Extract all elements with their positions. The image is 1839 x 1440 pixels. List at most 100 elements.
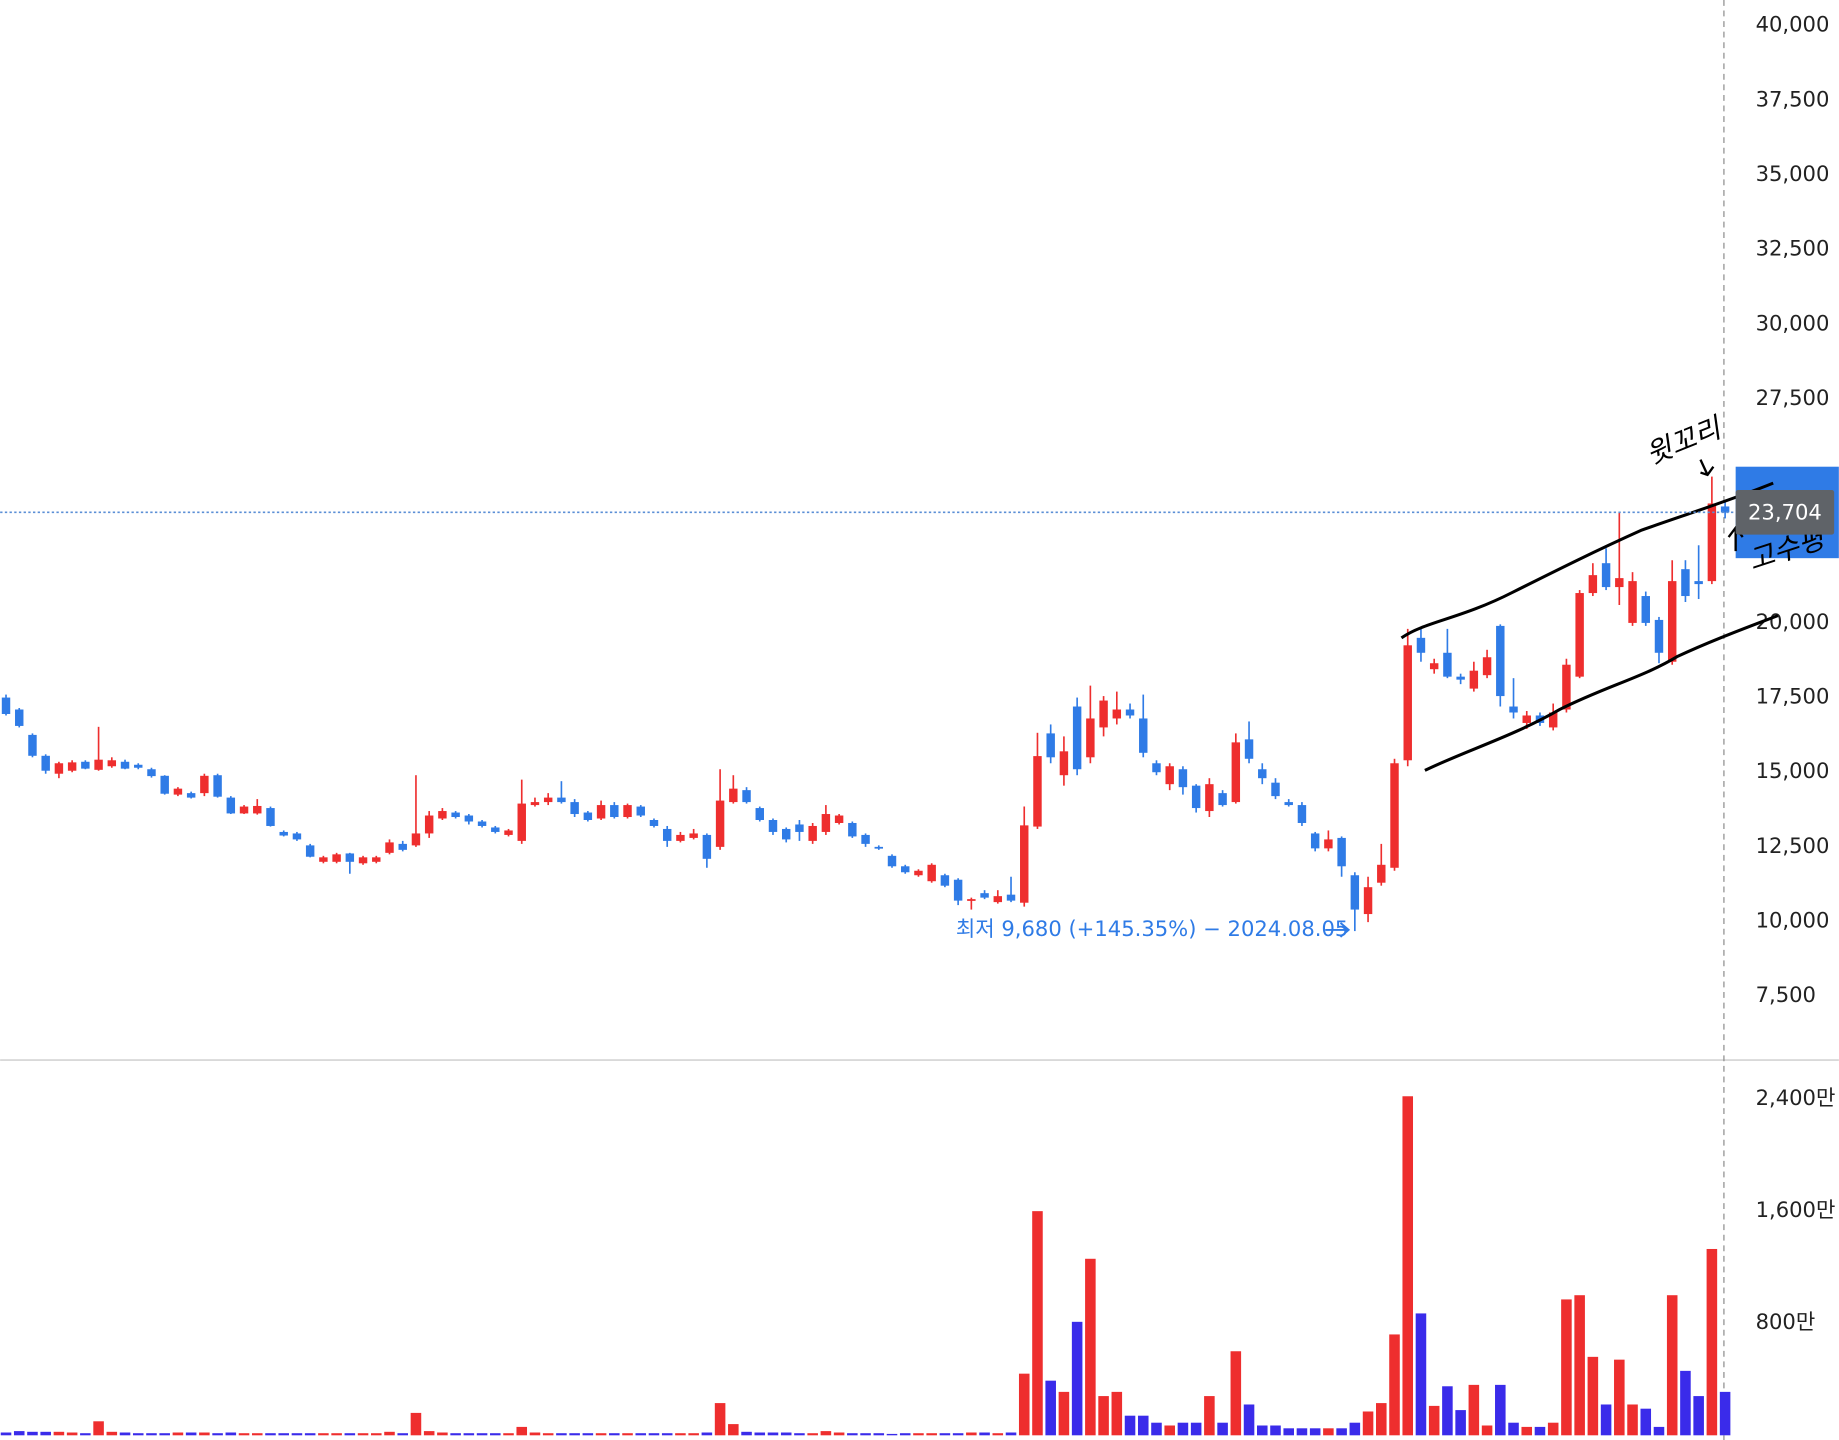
volume-bar: [278, 1433, 289, 1436]
candle-body: [226, 797, 236, 814]
candle-body: [1403, 645, 1412, 761]
volume-bar: [318, 1433, 329, 1436]
volume-tick-label: 800만: [1756, 1309, 1816, 1334]
volume-bar: [1455, 1410, 1466, 1436]
candle-body: [173, 788, 183, 795]
candle-body: [398, 843, 407, 850]
candle-body: [319, 857, 328, 862]
volume-bar: [1693, 1396, 1704, 1436]
y-tick-label: 40,000: [1756, 12, 1830, 37]
volume-bar: [1018, 1373, 1030, 1436]
candle-body: [742, 790, 751, 803]
candle-body: [1244, 739, 1254, 759]
volume-bar: [1032, 1211, 1043, 1436]
volume-bar: [807, 1433, 818, 1436]
volume-bar: [992, 1433, 1004, 1436]
volume-bar: [1534, 1426, 1546, 1436]
volume-bar: [13, 1431, 25, 1436]
volume-bar: [159, 1433, 170, 1436]
channel-upper: [1400, 481, 1774, 640]
volume-bar: [873, 1433, 885, 1436]
candle-body: [1654, 619, 1664, 653]
volume-bar: [344, 1433, 356, 1436]
candle-body: [1191, 785, 1201, 809]
volume-bar: [1283, 1428, 1294, 1436]
candle-body: [1165, 766, 1174, 785]
candle-body: [1086, 718, 1095, 758]
volume-bar: [1085, 1258, 1096, 1436]
candle-body: [239, 806, 249, 814]
candle-body: [583, 812, 593, 820]
candle-body: [993, 896, 1003, 903]
candle-body: [1443, 652, 1452, 677]
volume-bar: [1177, 1422, 1189, 1436]
volume-bar: [463, 1433, 475, 1436]
candle-body: [623, 805, 632, 818]
volume-bar: [1547, 1422, 1559, 1436]
candle-body: [848, 822, 857, 837]
volume-bar: [1666, 1295, 1678, 1436]
volume-bar: [1217, 1422, 1228, 1436]
volume-bar: [185, 1432, 197, 1436]
volume-bar: [1309, 1428, 1321, 1436]
volume-bar: [476, 1433, 488, 1436]
volume-bar: [410, 1412, 422, 1436]
candle-body: [1575, 593, 1584, 677]
volume-bar: [503, 1433, 514, 1436]
y-tick-label: 35,000: [1756, 161, 1830, 186]
y-tick-label: 10,000: [1756, 908, 1830, 933]
candle-body: [504, 830, 513, 835]
candle-body: [411, 833, 421, 846]
volume-bar: [899, 1433, 911, 1436]
volume-bar: [1442, 1386, 1453, 1436]
candle-body: [874, 846, 884, 849]
candle-body: [1641, 596, 1650, 623]
volume-bar: [1574, 1295, 1585, 1436]
volume-bar: [529, 1432, 541, 1436]
candle-body: [1667, 581, 1677, 662]
volume-bar: [648, 1433, 660, 1436]
candle-body: [755, 808, 764, 820]
candle-body: [1152, 763, 1161, 773]
candle-body: [649, 819, 659, 826]
candle-body: [834, 815, 844, 823]
candle-body: [253, 805, 262, 814]
candle-body: [160, 775, 169, 794]
candle-body: [610, 805, 619, 818]
volume-bar: [833, 1432, 845, 1436]
candle-body: [557, 797, 566, 803]
volume-bar: [820, 1431, 832, 1436]
volume-bar: [1098, 1396, 1109, 1436]
candle-body: [1615, 578, 1624, 588]
candle-body: [1416, 637, 1426, 653]
volume-bar: [397, 1433, 409, 1436]
volume-bar: [926, 1433, 937, 1436]
volume-bar: [952, 1433, 964, 1436]
volume-bar: [423, 1431, 435, 1436]
volume-bar: [1164, 1425, 1175, 1436]
candle-body: [1271, 782, 1280, 797]
volume-bar: [371, 1433, 382, 1436]
volume-bar: [291, 1433, 303, 1436]
candle-body: [689, 833, 698, 838]
volume-bar: [847, 1433, 858, 1436]
candle-body: [15, 709, 24, 726]
last-price-box: [1735, 490, 1835, 535]
volume-bar: [80, 1433, 91, 1436]
candle-body: [67, 762, 77, 771]
volume-bar: [212, 1433, 223, 1436]
candle-body: [1046, 733, 1055, 758]
candle-body: [1363, 887, 1373, 915]
volume-bar: [635, 1433, 647, 1436]
candle-body: [781, 828, 791, 840]
volume-bar: [1230, 1351, 1242, 1436]
candle-body: [543, 797, 553, 803]
volume-bar: [622, 1433, 633, 1436]
volume-bar: [199, 1432, 210, 1436]
candle-body: [517, 803, 526, 841]
candle-body: [967, 899, 976, 901]
volume-bar: [265, 1433, 276, 1436]
channel-lower: [1424, 614, 1779, 772]
plot: 7,500 10,000 12,500 15,000 17,500 20,000 27,50…: [0, 12, 1835, 1436]
